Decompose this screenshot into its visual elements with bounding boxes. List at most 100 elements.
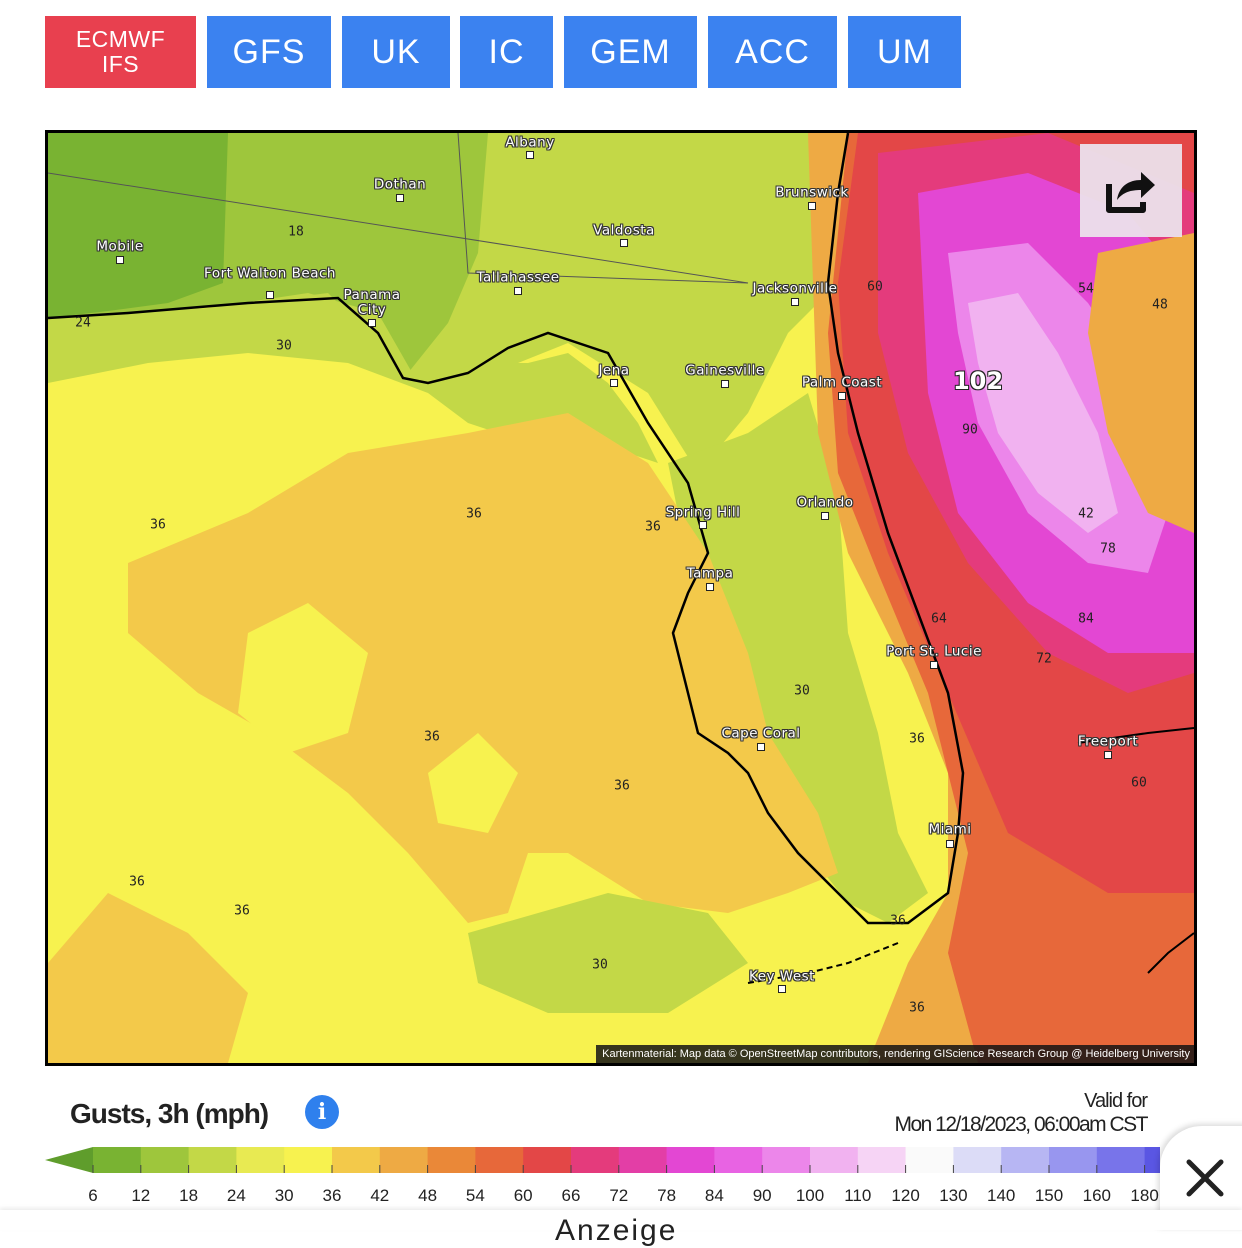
legend-arrow xyxy=(45,1147,93,1173)
city-marker xyxy=(721,380,729,388)
share-icon xyxy=(1106,171,1155,213)
contour-label: 36 xyxy=(890,913,906,929)
legend-tick-label: 30 xyxy=(274,1186,294,1205)
legend-ticks: 6 12 18 24 30 36 42 48 54 60 66 72 78 84 90 100 110 120 13… xyxy=(0,1186,1160,1210)
gulf-yellow-patch-2 xyxy=(428,733,518,833)
gulf-orange-area-2 xyxy=(48,893,248,1063)
legend-cell xyxy=(379,1147,429,1173)
city-tampa: Tampa xyxy=(686,565,734,582)
legend-cell xyxy=(714,1147,763,1173)
legend-tick-label: 42 xyxy=(370,1186,390,1205)
contour-label: 78 xyxy=(1100,541,1116,557)
legend-tick-label: 24 xyxy=(226,1186,246,1205)
contour-label: 64 xyxy=(931,611,947,627)
city-marker xyxy=(514,287,522,295)
ad-label: Anzeige xyxy=(555,1214,678,1247)
ocean-lighter-pink xyxy=(968,293,1118,533)
city-marker xyxy=(757,743,765,751)
contour-label: 36 xyxy=(909,1000,925,1016)
state-border xyxy=(48,172,749,284)
legend-tick-label: 160 xyxy=(1082,1186,1111,1205)
city-palm-coast: Palm Coast xyxy=(801,374,883,391)
share-button[interactable] xyxy=(1080,144,1182,237)
legend-tick-label: 120 xyxy=(891,1186,920,1205)
contour-label: 30 xyxy=(276,338,292,354)
legend-cell xyxy=(523,1147,572,1173)
legend-tick-label: 6 xyxy=(88,1186,98,1205)
city-marker xyxy=(821,512,829,520)
contour-label: 24 xyxy=(75,315,91,331)
tab-gem[interactable]: GEM xyxy=(564,16,697,88)
contour-label: 36 xyxy=(645,519,661,535)
legend-cell xyxy=(762,1147,811,1173)
contour-label: 36 xyxy=(234,903,250,919)
legend-tick-label: 100 xyxy=(795,1186,825,1205)
legend-tick-label: 150 xyxy=(1034,1186,1064,1205)
legend-cell xyxy=(1096,1147,1146,1173)
weather-map[interactable]: Albany Dothan Brunswick Valdosta Mobile … xyxy=(45,130,1197,1066)
city-port-st-lucie: Port St. Lucie xyxy=(886,643,982,660)
contour-label: 84 xyxy=(1078,611,1094,627)
legend-cell xyxy=(475,1147,524,1173)
legend-tick-label: 72 xyxy=(609,1186,629,1205)
tab-ic[interactable]: IC xyxy=(460,16,553,88)
city-key-west: Key West xyxy=(749,968,815,985)
legend-cell xyxy=(332,1147,381,1173)
city-marker xyxy=(699,521,707,529)
legend-cell xyxy=(857,1147,907,1173)
legend-tick-label: 18 xyxy=(179,1186,199,1205)
city-jena: Jena xyxy=(598,362,630,379)
color-legend xyxy=(45,1147,1160,1173)
contour-label: 30 xyxy=(592,957,608,973)
city-valdosta: Valdosta xyxy=(593,222,655,239)
tab-ecmwf-ifs[interactable]: ECMWF IFS xyxy=(45,16,196,88)
legend-tick-label: 140 xyxy=(987,1186,1016,1205)
gulf-orange-area xyxy=(128,413,838,923)
legend-tick-label: 110 xyxy=(844,1186,872,1205)
city-marker xyxy=(930,661,938,669)
city-marker xyxy=(838,392,846,400)
tab-uk[interactable]: UK xyxy=(342,16,450,88)
legend-cell xyxy=(571,1147,620,1173)
contour-label: 36 xyxy=(614,778,630,794)
contour-label: 60 xyxy=(1131,775,1147,791)
contour-label: 36 xyxy=(424,729,440,745)
contour-label: 54 xyxy=(1078,281,1094,297)
bottom-ad-band xyxy=(0,1210,1242,1230)
city-mobile: Mobile xyxy=(96,238,144,255)
max-gust-label: 102 xyxy=(952,367,1004,395)
contour-label: 90 xyxy=(962,422,978,438)
info-icon[interactable]: i xyxy=(305,1095,339,1129)
legend-cell xyxy=(618,1147,668,1173)
legend-cell xyxy=(1049,1147,1098,1173)
legend-tick-label: 12 xyxy=(131,1186,151,1205)
legend-tick-label: 36 xyxy=(322,1186,342,1205)
contour-label: 36 xyxy=(150,517,166,533)
legend-cell xyxy=(140,1147,190,1173)
legend-cell xyxy=(953,1147,1002,1173)
city-cape-coral: Cape Coral xyxy=(721,725,801,742)
legend-tick-label: 90 xyxy=(752,1186,772,1205)
tab-acc[interactable]: ACC xyxy=(708,16,837,88)
contour-label: 30 xyxy=(794,683,810,699)
valid-time: Mon 12/18/2023, 06:00am CST xyxy=(894,1113,1148,1136)
tab-um[interactable]: UM xyxy=(848,16,961,88)
city-tallahassee: Tallahassee xyxy=(476,269,560,286)
valid-for-label: Valid for xyxy=(1084,1090,1148,1112)
city-marker xyxy=(116,256,124,264)
bahamas-coast xyxy=(1077,727,1194,974)
city-marker xyxy=(808,202,816,210)
contour-label: 36 xyxy=(129,874,145,890)
city-spring-hill: Spring Hill xyxy=(665,504,741,521)
city-brunswick: Brunswick xyxy=(775,184,849,201)
city-marker xyxy=(396,194,404,202)
gulf-yellow-patch xyxy=(238,603,368,753)
legend-cell xyxy=(188,1147,237,1173)
gust-field xyxy=(48,133,1194,1063)
city-freeport: Freeport xyxy=(1077,733,1139,750)
legend-cell xyxy=(905,1147,954,1173)
south-green-patch xyxy=(468,893,748,1013)
contour-label: 48 xyxy=(1152,297,1168,313)
legend-cell xyxy=(666,1147,715,1173)
tab-gfs[interactable]: GFS xyxy=(207,16,331,88)
